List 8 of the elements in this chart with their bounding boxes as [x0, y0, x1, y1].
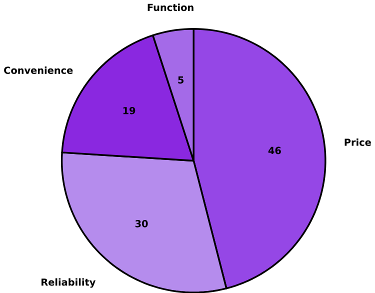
slice-label: Reliability: [42, 278, 96, 288]
data-label: 5: [178, 76, 184, 84]
slice-label: Price: [344, 138, 371, 146]
slice-label: Convenience: [4, 66, 73, 74]
slice-label: Function: [148, 3, 194, 11]
data-label: 19: [123, 106, 136, 114]
data-label: 30: [135, 220, 148, 228]
data-label: 46: [268, 146, 281, 154]
